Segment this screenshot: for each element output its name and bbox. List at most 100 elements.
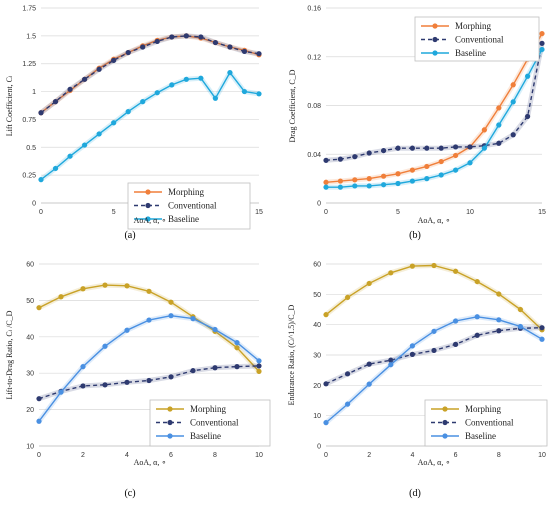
y-tick-label: 1 [32, 89, 36, 96]
data-point-conventional [539, 40, 545, 46]
data-point-baseline [190, 316, 196, 322]
x-axis-title: AoA, α, ∘ [418, 216, 451, 225]
legend-label: Baseline [465, 431, 496, 441]
y-tick-label: 0 [317, 444, 321, 451]
x-tick-label: 0 [39, 209, 43, 216]
series-line-morphing [325, 33, 543, 183]
series-line-conventional [325, 327, 543, 385]
data-point-conventional [168, 374, 174, 380]
data-point-conventional [345, 371, 351, 377]
y-tick-label: 0.25 [22, 173, 36, 180]
x-tick-label: 0 [324, 209, 328, 216]
data-point-conventional [256, 363, 262, 369]
data-point-baseline [539, 336, 545, 342]
data-point-conventional [183, 33, 189, 39]
data-point-conventional [198, 34, 204, 40]
x-tick-label: 0 [324, 452, 328, 459]
data-point-baseline [227, 70, 233, 76]
y-tick-label: 10 [313, 413, 321, 420]
data-point-baseline [431, 328, 437, 334]
data-point-morphing [474, 278, 480, 285]
data-point-baseline [395, 180, 401, 187]
data-point-morphing [345, 294, 351, 300]
data-point-morphing [453, 268, 459, 274]
data-point-baseline [517, 323, 524, 330]
data-point-conventional [38, 110, 44, 116]
x-tick-label: 6 [169, 452, 173, 459]
data-point-conventional [80, 383, 86, 389]
data-point-morphing [337, 178, 343, 184]
data-point-baseline [496, 122, 502, 128]
data-point-conventional [125, 49, 131, 56]
data-point-conventional [424, 145, 430, 151]
x-tick-label: 15 [255, 209, 263, 216]
data-point-baseline [366, 183, 372, 189]
data-point-conventional [409, 145, 415, 151]
data-point-conventional [395, 145, 401, 151]
legend-marker [167, 433, 173, 439]
y-axis-title: Lift-to-Drag Ratio, Cₗ /C_D [5, 310, 14, 399]
series-halo [37, 282, 261, 374]
legend: Morphing Conventional Baseline [149, 399, 271, 447]
x-tick-label: 4 [125, 452, 129, 459]
legend: Morphing Conventional Baseline [424, 399, 548, 447]
data-point-baseline [337, 184, 343, 190]
data-point-morphing [366, 280, 372, 287]
series-line-baseline [40, 71, 260, 181]
data-point-conventional [474, 332, 480, 338]
data-point-conventional [234, 364, 240, 370]
legend: Morphing Conventional Baseline [414, 16, 540, 62]
y-tick-label: 30 [313, 353, 321, 360]
data-point-morphing [256, 368, 262, 374]
data-point-morphing [102, 282, 108, 288]
data-point-morphing [168, 299, 174, 305]
data-point-baseline [169, 82, 175, 88]
legend-label: Baseline [190, 431, 221, 441]
data-point-conventional [212, 365, 218, 371]
data-point-baseline [438, 172, 444, 178]
data-point-morphing [510, 82, 516, 88]
data-point-conventional [52, 99, 59, 105]
data-point-conventional [154, 38, 160, 45]
legend-label: Morphing [190, 404, 227, 414]
y-tick-label: 0.5 [26, 145, 36, 152]
data-point-baseline [481, 145, 487, 151]
chart-panel-1: 00.250.50.7511.251.51.75051015MorphingCo… [5, 6, 263, 242]
x-axis-title: AoA, α, ∘ [418, 458, 451, 467]
y-tick-label: 50 [313, 292, 321, 299]
data-point-conventional [169, 34, 175, 40]
y-tick-label: 0.12 [307, 54, 321, 61]
legend-label: Conventional [168, 201, 217, 211]
data-point-conventional [388, 357, 394, 363]
data-point-baseline [409, 178, 415, 184]
data-point-morphing [424, 163, 430, 170]
data-point-morphing [496, 105, 502, 111]
data-point-baseline [125, 109, 131, 115]
data-point-baseline [111, 120, 117, 126]
data-point-conventional [510, 132, 516, 138]
legend-marker [145, 189, 151, 195]
data-point-baseline [140, 99, 146, 105]
x-axis-title: AoA, α, ∘ [134, 458, 167, 467]
data-point-baseline [36, 418, 42, 424]
y-axis-title: Lift Coefficient, Cₗ [5, 76, 14, 137]
legend-label: Morphing [455, 21, 492, 31]
x-tick-label: 6 [454, 452, 458, 459]
data-point-morphing [323, 312, 329, 318]
legend: Morphing Conventional Baseline [127, 182, 251, 230]
y-tick-label: 1.25 [22, 61, 36, 68]
y-tick-label: 0.04 [307, 152, 321, 159]
data-point-conventional [366, 150, 372, 156]
data-point-conventional [82, 76, 88, 82]
legend-label: Baseline [168, 214, 199, 224]
data-point-conventional [256, 51, 262, 57]
data-point-baseline [67, 153, 73, 159]
legend-label: Conventional [455, 35, 504, 45]
x-tick-label: 15 [538, 209, 546, 216]
data-point-baseline [80, 364, 86, 370]
data-point-conventional [323, 381, 329, 387]
legend-marker [167, 406, 173, 412]
data-point-baseline [525, 73, 531, 79]
data-point-baseline [381, 182, 387, 188]
data-point-baseline [352, 183, 358, 189]
